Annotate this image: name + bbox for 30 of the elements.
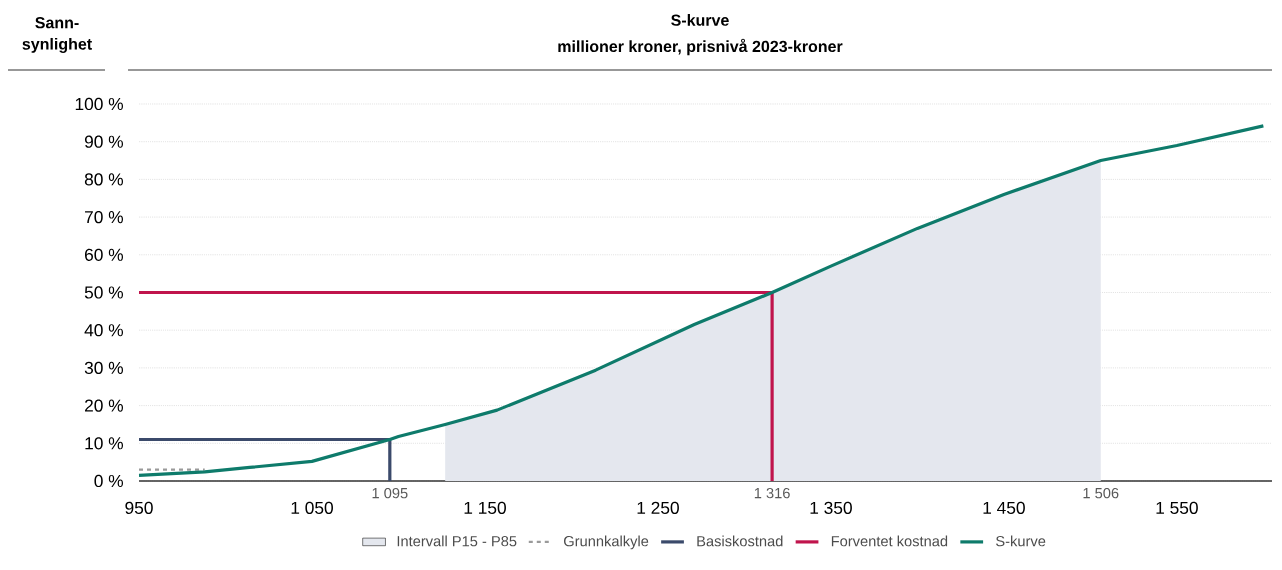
x-tick-label: 1 050 — [291, 501, 333, 514]
y-axis-title: Sann-synlighet — [22, 17, 92, 53]
x-tick-label: 1 450 — [983, 501, 1025, 514]
y-tick-label: 60 % — [85, 248, 124, 261]
annotation: 1 316 — [754, 487, 790, 499]
x-tick-label: 1 250 — [637, 501, 679, 514]
legend-label: Forventet kostnad — [831, 535, 948, 547]
chart-subtitle: millioner kroner, prisnivå 2023-kroner — [558, 38, 843, 56]
y-tick-label: 70 % — [85, 210, 124, 224]
x-tick-label: 950 — [125, 501, 153, 514]
y-tick-label: 10 % — [85, 437, 124, 450]
x-tick-label: 1 350 — [810, 501, 852, 514]
y-tick-label: 50 % — [84, 286, 124, 299]
line-series — [137, 124, 1265, 477]
y-tick-label: 0 % — [94, 474, 124, 488]
annotation: 1 506 — [1083, 487, 1119, 499]
y-tick-label: 20 % — [85, 399, 124, 412]
y-tick-label: 90 % — [84, 135, 124, 148]
x-tick-label: 1 150 — [464, 501, 506, 514]
annotation: 1 095 — [372, 487, 408, 499]
y-tick-label: 100 % — [75, 97, 123, 111]
chart-title: S-kurve — [671, 14, 729, 26]
legend-label: Basiskostnad — [697, 535, 783, 547]
legend-label: S-kurve — [996, 535, 1046, 547]
x-tick-label: 1 550 — [1156, 501, 1198, 514]
legend-label: Intervall P15 - P85 — [397, 535, 517, 547]
y-tick-label: 80 % — [84, 173, 124, 186]
y-tick-label: 40 % — [84, 324, 124, 337]
y-tick-label: 30 % — [84, 361, 124, 375]
legend-label: Grunnkalkyle — [564, 535, 649, 550]
